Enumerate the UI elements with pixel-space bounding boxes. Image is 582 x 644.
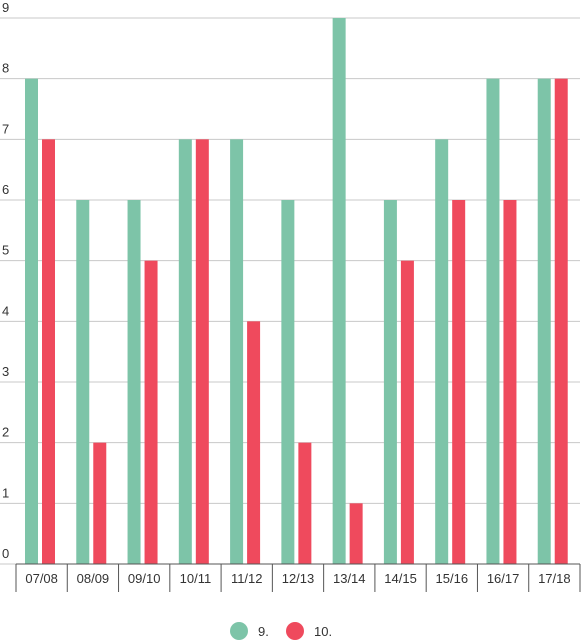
x-tick-label: 15/16: [436, 571, 469, 586]
y-tick-label: 7: [2, 121, 9, 136]
x-tick-label: 09/10: [128, 571, 161, 586]
bar-series1-08-09: [76, 200, 90, 564]
x-tick-label: 10/11: [180, 571, 212, 586]
legend: 9. 10.: [230, 622, 332, 640]
y-tick-label: 5: [2, 243, 9, 258]
bar-series2-12-13: [298, 442, 312, 564]
legend-label-series1: 9.: [258, 624, 269, 639]
y-tick-label: 3: [2, 364, 9, 379]
bar-series1-07-08: [25, 78, 38, 565]
bar-series1-11-12: [230, 139, 244, 565]
legend-label-series2: 10.: [314, 624, 332, 639]
bar-series2-09-10: [144, 260, 158, 564]
x-tick-label: 12/13: [282, 571, 315, 586]
bar-series2-10-11: [195, 139, 209, 565]
x-axis: 07/08 08/09 09/10 10/11 11/12 12/13 13/14 14/15…: [15, 563, 581, 592]
bar-series1-16-17: [486, 78, 500, 565]
x-tick-label: 11/12: [231, 571, 263, 586]
bar-series2-17-18: [554, 78, 568, 565]
bar-series2-11-12: [247, 321, 261, 564]
bar-series2-14-15: [400, 260, 414, 564]
bar-series1-15-16: [435, 139, 449, 565]
x-tick-label: 08/09: [77, 571, 110, 586]
x-tick-label: 16/17: [487, 571, 520, 586]
x-tick-label: 07/08: [25, 571, 58, 586]
legend-swatch-series2: [286, 622, 304, 640]
bar-series2-16-17: [503, 200, 517, 564]
bar-series1-10-11: [178, 139, 192, 565]
bars: [25, 18, 568, 565]
y-tick-label: 8: [2, 61, 9, 76]
x-tick-label: 17/18: [538, 571, 571, 586]
bar-series2-08-09: [93, 442, 107, 564]
bar-series1-09-10: [127, 200, 141, 564]
bar-series1-17-18: [537, 78, 551, 565]
y-tick-label: 1: [2, 485, 9, 500]
bar-series1-13-14: [332, 18, 346, 564]
x-tick-label: 14/15: [384, 571, 417, 586]
y-tick-label: 9: [2, 0, 9, 15]
y-tick-label: 6: [2, 182, 9, 197]
y-tick-label: 4: [2, 303, 9, 318]
bar-series1-14-15: [383, 200, 397, 564]
bar-series2-07-08: [42, 139, 55, 565]
legend-swatch-series1: [230, 622, 248, 640]
bar-series2-15-16: [452, 200, 466, 564]
bar-series1-12-13: [281, 200, 295, 564]
x-tick-label: 13/14: [333, 571, 366, 586]
y-tick-label: 0: [2, 546, 9, 561]
y-tick-label: 2: [2, 425, 9, 440]
bar-series2-13-14: [349, 503, 363, 564]
